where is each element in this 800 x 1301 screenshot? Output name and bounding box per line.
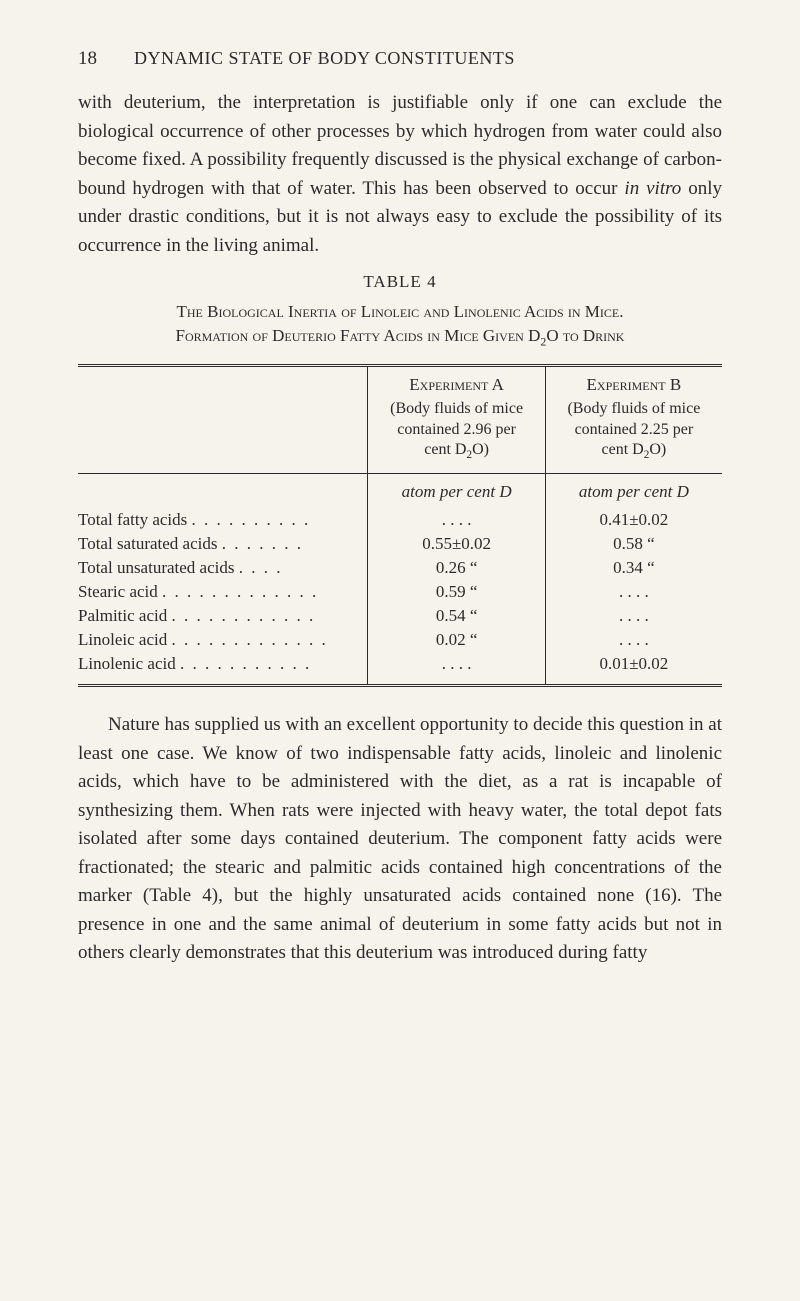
data-table: Experiment A (Body fluids of mice contai… — [78, 364, 722, 687]
col-b-sub3b: O) — [649, 441, 666, 458]
unit-row-label — [78, 474, 368, 509]
leader-dots: . . . . . . . . . . . . . — [162, 582, 318, 601]
col-a-title: Experiment A — [380, 375, 532, 395]
col-b-title: Experiment B — [558, 375, 710, 395]
table-label: TABLE 4 — [78, 272, 722, 292]
table-header-empty — [78, 365, 368, 473]
leader-dots: . . . . . . . . . . . — [180, 654, 311, 673]
cell-b: 0.34 “ — [545, 556, 722, 580]
unit-a: atom per cent D — [368, 474, 545, 509]
table-row: Linoleic acid . . . . . . . . . . . . . … — [78, 628, 722, 652]
cell-b: . . . . — [545, 628, 722, 652]
table-row: Palmitic acid . . . . . . . . . . . . 0.… — [78, 604, 722, 628]
cell-a: 0.55±0.02 — [368, 532, 545, 556]
col-a-sub1: (Body fluids of mice — [380, 399, 532, 420]
table-row: Stearic acid . . . . . . . . . . . . . 0… — [78, 580, 722, 604]
leader-dots: . . . . . . . . . . . . . — [171, 630, 327, 649]
table-row: Total fatty acids . . . . . . . . . . . … — [78, 508, 722, 532]
leader-dots: . . . . — [239, 558, 283, 577]
row-label: Linoleic acid . . . . . . . . . . . . . — [78, 628, 368, 652]
cell-b: . . . . — [545, 604, 722, 628]
cell-a: 0.59 “ — [368, 580, 545, 604]
cell-a: 0.54 “ — [368, 604, 545, 628]
table-header-a: Experiment A (Body fluids of mice contai… — [368, 365, 545, 473]
row-label: Total saturated acids . . . . . . . — [78, 532, 368, 556]
table-row: Total saturated acids . . . . . . . 0.55… — [78, 532, 722, 556]
cell-b: 0.01±0.02 — [545, 652, 722, 686]
table-header-b: Experiment B (Body fluids of mice contai… — [545, 365, 722, 473]
cell-b: 0.41±0.02 — [545, 508, 722, 532]
row-label-text: Linolenic acid — [78, 654, 176, 673]
col-a-sub3a: cent D — [424, 441, 466, 458]
cell-a: . . . . — [368, 508, 545, 532]
row-label-text: Linoleic acid — [78, 630, 167, 649]
cell-a: 0.26 “ — [368, 556, 545, 580]
table-caption: The Biological Inertia of Linoleic and L… — [78, 300, 722, 350]
table-row: Linolenic acid . . . . . . . . . . . . .… — [78, 652, 722, 686]
table-caption-line1: The Biological Inertia of Linoleic and L… — [176, 302, 623, 321]
row-label: Stearic acid . . . . . . . . . . . . . — [78, 580, 368, 604]
row-label-text: Palmitic acid — [78, 606, 167, 625]
col-b-sub3a: cent D — [602, 441, 644, 458]
row-label: Palmitic acid . . . . . . . . . . . . — [78, 604, 368, 628]
running-title: DYNAMIC STATE OF BODY CONSTITUENTS — [134, 48, 515, 69]
row-label-text: Stearic acid — [78, 582, 158, 601]
leader-dots: . . . . . . . — [222, 534, 303, 553]
paragraph-2: Nature has supplied us with an excellent… — [78, 711, 722, 968]
col-b-sub3: cent D2O) — [558, 440, 710, 463]
row-label: Linolenic acid . . . . . . . . . . . — [78, 652, 368, 686]
leader-dots: . . . . . . . . . . . . — [171, 606, 315, 625]
cell-b: 0.58 “ — [545, 532, 722, 556]
col-b-sub1: (Body fluids of mice — [558, 399, 710, 420]
leader-dots: . . . . . . . . . . — [192, 510, 311, 529]
document-page: 18 DYNAMIC STATE OF BODY CONSTITUENTS wi… — [0, 0, 800, 1040]
col-a-sub2: contained 2.96 per — [380, 420, 532, 441]
page-number: 18 — [78, 48, 134, 70]
col-a-sub3: cent D2O) — [380, 440, 532, 463]
row-label: Total unsaturated acids . . . . — [78, 556, 368, 580]
row-label-text: Total saturated acids — [78, 534, 217, 553]
page-header: 18 DYNAMIC STATE OF BODY CONSTITUENTS — [78, 48, 722, 70]
col-b-sub2: contained 2.25 per — [558, 420, 710, 441]
cell-b: . . . . — [545, 580, 722, 604]
table-caption-line2b: O to Drink — [546, 326, 624, 345]
paragraph-1: with deuterium, the interpretation is ju… — [78, 89, 722, 260]
row-label: Total fatty acids . . . . . . . . . . — [78, 508, 368, 532]
row-label-text: Total fatty acids — [78, 510, 187, 529]
paragraph-1-italic: in vitro — [624, 178, 681, 199]
col-a-sub3b: O) — [472, 441, 489, 458]
cell-a: 0.02 “ — [368, 628, 545, 652]
table-row: Total unsaturated acids . . . . 0.26 “ 0… — [78, 556, 722, 580]
unit-b: atom per cent D — [545, 474, 722, 509]
cell-a: . . . . — [368, 652, 545, 686]
table-caption-line2a: Formation of Deuterio Fatty Acids in Mic… — [176, 326, 541, 345]
row-label-text: Total unsaturated acids — [78, 558, 234, 577]
